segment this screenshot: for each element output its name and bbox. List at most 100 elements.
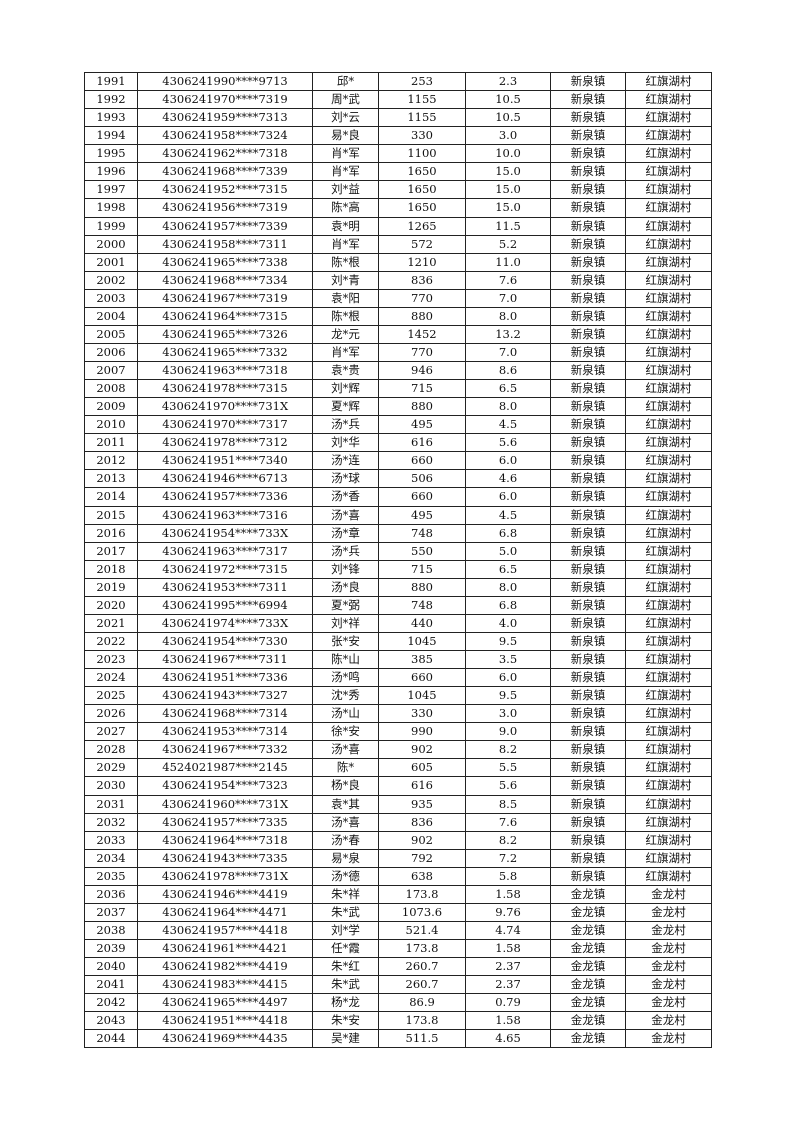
cell-village: 红旗湖村 xyxy=(625,776,712,796)
cell-quantity: 8.6 xyxy=(465,360,551,381)
cell-quantity: 10.5 xyxy=(465,108,551,128)
cell-quantity: 9.76 xyxy=(465,902,551,922)
cell-id-number: 4306241951****7336 xyxy=(137,668,313,688)
table-row: 2021 4306241974****733X 刘*祥 440 4.0 新泉镇 红旗湖村 xyxy=(84,613,712,633)
cell-id-number: 4306241956****7319 xyxy=(137,198,313,218)
cell-town: 新泉镇 xyxy=(550,90,626,110)
cell-amount: 1100 xyxy=(378,144,466,164)
cell-amount: 748 xyxy=(378,523,466,543)
cell-quantity: 6.0 xyxy=(465,451,551,471)
cell-id-number: 4306241978****731X xyxy=(137,866,313,886)
cell-id-number: 4524021987****2145 xyxy=(137,758,313,778)
cell-row-number: 2034 xyxy=(84,848,138,868)
table-row: 2043 4306241951****4418 朱*安 173.8 1.58 金龙镇 金龙村 xyxy=(84,1011,712,1031)
cell-row-number: 2019 xyxy=(84,577,138,597)
cell-town: 新泉镇 xyxy=(550,469,626,489)
cell-town: 新泉镇 xyxy=(550,342,626,363)
cell-amount: 605 xyxy=(378,758,466,778)
cell-town: 金龙镇 xyxy=(550,1029,626,1049)
cell-amount: 660 xyxy=(378,451,466,471)
cell-amount: 990 xyxy=(378,722,466,742)
cell-row-number: 2040 xyxy=(84,957,138,977)
cell-id-number: 4306241965****7332 xyxy=(137,342,313,363)
cell-town: 新泉镇 xyxy=(550,397,626,417)
cell-amount: 330 xyxy=(378,704,466,724)
cell-quantity: 4.6 xyxy=(465,469,551,489)
cell-row-number: 1994 xyxy=(84,126,138,146)
cell-row-number: 2033 xyxy=(84,830,138,850)
cell-id-number: 4306241964****7315 xyxy=(137,306,313,326)
cell-village: 红旗湖村 xyxy=(625,162,712,182)
table-row: 2030 4306241954****7323 杨*良 616 5.6 新泉镇 红旗湖村 xyxy=(84,776,712,796)
cell-town: 新泉镇 xyxy=(550,71,626,92)
cell-quantity: 2.37 xyxy=(465,975,551,995)
cell-name: 汤*良 xyxy=(312,577,379,597)
cell-id-number: 4306241965****7338 xyxy=(137,252,313,272)
cell-id-number: 4306241960****731X xyxy=(137,794,313,814)
cell-village: 红旗湖村 xyxy=(625,144,712,164)
cell-row-number: 2009 xyxy=(84,397,138,417)
table-row: 1998 4306241956****7319 陈*高 1650 15.0 新泉镇 红旗湖村 xyxy=(84,198,712,218)
cell-village: 红旗湖村 xyxy=(625,324,712,344)
cell-name: 刘*祥 xyxy=(312,613,379,633)
cell-quantity: 2.37 xyxy=(465,957,551,977)
cell-town: 新泉镇 xyxy=(550,180,626,200)
cell-amount: 660 xyxy=(378,668,466,688)
cell-amount: 550 xyxy=(378,541,466,561)
cell-row-number: 2031 xyxy=(84,794,138,814)
table-row: 2042 4306241965****4497 杨*龙 86.9 0.79 金龙镇 金龙村 xyxy=(84,993,712,1013)
table-row: 2009 4306241970****731X 夏*辉 880 8.0 新泉镇 红旗湖村 xyxy=(84,397,712,417)
cell-row-number: 2020 xyxy=(84,595,138,615)
cell-village: 红旗湖村 xyxy=(625,216,712,236)
cell-id-number: 4306241968****7339 xyxy=(137,162,313,182)
cell-id-number: 4306241970****7319 xyxy=(137,90,313,110)
cell-quantity: 5.5 xyxy=(465,758,551,778)
cell-id-number: 4306241974****733X xyxy=(137,613,313,633)
cell-quantity: 0.79 xyxy=(465,993,551,1013)
cell-town: 金龙镇 xyxy=(550,938,626,959)
table-row: 2027 4306241953****7314 徐*安 990 9.0 新泉镇 红旗湖村 xyxy=(84,722,712,742)
cell-town: 新泉镇 xyxy=(550,324,626,344)
cell-amount: 1073.6 xyxy=(378,902,466,922)
table-row: 2016 4306241954****733X 汤*章 748 6.8 新泉镇 红旗湖村 xyxy=(84,523,712,543)
cell-name: 朱*武 xyxy=(312,902,379,922)
cell-row-number: 2010 xyxy=(84,415,138,435)
cell-name: 陈*高 xyxy=(312,198,379,218)
cell-name: 汤*兵 xyxy=(312,415,379,435)
cell-village: 红旗湖村 xyxy=(625,758,712,778)
cell-quantity: 3.0 xyxy=(465,126,551,146)
cell-name: 陈*根 xyxy=(312,306,379,326)
table-row: 2029 4524021987****2145 陈* 605 5.5 新泉镇 红旗湖村 xyxy=(84,758,712,778)
cell-quantity: 1.58 xyxy=(465,884,551,904)
cell-id-number: 4306241958****7311 xyxy=(137,234,313,254)
cell-village: 红旗湖村 xyxy=(625,306,712,326)
cell-amount: 880 xyxy=(378,397,466,417)
cell-id-number: 4306241965****4497 xyxy=(137,993,313,1013)
cell-row-number: 2014 xyxy=(84,487,138,507)
table-row: 2039 4306241961****4421 任*霞 173.8 1.58 金龙镇 金龙村 xyxy=(84,938,712,959)
cell-village: 红旗湖村 xyxy=(625,360,712,381)
cell-id-number: 4306241951****7340 xyxy=(137,451,313,471)
cell-name: 汤*球 xyxy=(312,469,379,489)
cell-town: 新泉镇 xyxy=(550,830,626,850)
cell-quantity: 6.5 xyxy=(465,559,551,579)
cell-amount: 1155 xyxy=(378,90,466,110)
cell-village: 金龙村 xyxy=(625,1029,712,1049)
cell-town: 新泉镇 xyxy=(550,270,626,290)
cell-town: 新泉镇 xyxy=(550,487,626,507)
cell-row-number: 2004 xyxy=(84,306,138,326)
cell-town: 新泉镇 xyxy=(550,415,626,435)
cell-village: 金龙村 xyxy=(625,938,712,959)
cell-quantity: 4.0 xyxy=(465,613,551,633)
table-row: 2035 4306241978****731X 汤*德 638 5.8 新泉镇 红旗湖村 xyxy=(84,866,712,886)
cell-quantity: 7.0 xyxy=(465,342,551,363)
table-row: 2026 4306241968****7314 汤*山 330 3.0 新泉镇 红旗湖村 xyxy=(84,704,712,724)
cell-quantity: 8.2 xyxy=(465,830,551,850)
cell-id-number: 4306241953****7314 xyxy=(137,722,313,742)
cell-village: 红旗湖村 xyxy=(625,830,712,850)
cell-id-number: 4306241961****4421 xyxy=(137,938,313,959)
table-row: 2036 4306241946****4419 朱*祥 173.8 1.58 金龙镇 金龙村 xyxy=(84,884,712,904)
cell-id-number: 4306241954****7330 xyxy=(137,631,313,652)
cell-amount: 260.7 xyxy=(378,975,466,995)
cell-quantity: 8.0 xyxy=(465,577,551,597)
